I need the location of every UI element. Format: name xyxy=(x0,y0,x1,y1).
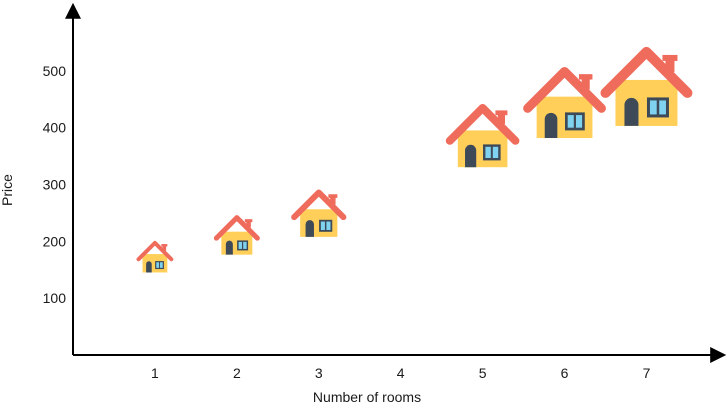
x-tick-label: 1 xyxy=(151,365,159,381)
house-icon xyxy=(213,215,260,255)
y-tick-label: 100 xyxy=(43,290,67,306)
y-tick-label: 300 xyxy=(43,177,67,193)
y-tick-label: 400 xyxy=(43,120,67,136)
y-axis-title: Price xyxy=(0,174,15,206)
y-tick-labels: 100 200 300 400 500 xyxy=(43,63,67,306)
x-tick-label: 4 xyxy=(397,365,405,381)
x-tick-label: 3 xyxy=(315,365,323,381)
y-tick-label: 200 xyxy=(43,233,67,249)
x-tick-label: 6 xyxy=(561,365,569,381)
x-tick-label: 2 xyxy=(233,365,241,381)
house-icon xyxy=(445,103,520,168)
x-tick-labels: 1 2 3 4 5 6 7 xyxy=(151,365,651,381)
house-icon xyxy=(136,240,174,273)
house-icon xyxy=(291,189,347,237)
x-axis-title: Number of rooms xyxy=(313,389,421,404)
y-tick-label: 500 xyxy=(43,63,67,79)
house-icon xyxy=(600,46,693,126)
x-tick-label: 5 xyxy=(479,365,487,381)
x-tick-label: 7 xyxy=(643,365,651,381)
data-points xyxy=(136,46,693,273)
house-icon xyxy=(523,66,606,139)
